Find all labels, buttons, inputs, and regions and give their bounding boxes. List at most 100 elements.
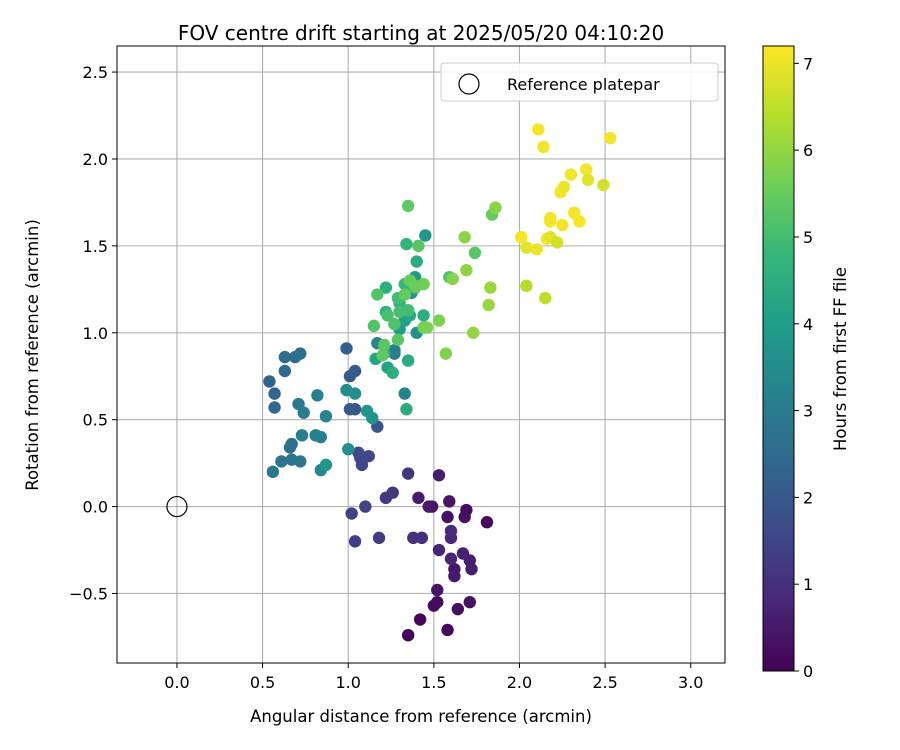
legend: Reference platepar <box>440 62 719 102</box>
colorbar: 0 1 2 3 4 5 6 7 Hours from first FF file <box>762 45 850 681</box>
data-point <box>432 314 446 327</box>
data-point <box>441 510 454 524</box>
data-point <box>407 531 420 545</box>
x-tick-label: 3.0 <box>678 673 703 692</box>
data-point <box>439 347 453 360</box>
data-point <box>343 403 357 416</box>
data-point <box>348 364 362 378</box>
data-point <box>451 602 465 616</box>
y-tick-label: −0.5 <box>69 584 108 603</box>
colorbar-ticks: 0 1 2 3 4 5 6 7 <box>794 54 813 681</box>
data-point <box>544 211 557 225</box>
y-tick-label: 2.0 <box>83 150 108 169</box>
data-point <box>482 298 495 312</box>
data-point <box>413 613 427 626</box>
legend-marker-icon <box>458 73 480 95</box>
data-point <box>377 338 391 352</box>
data-point <box>401 628 415 642</box>
data-point <box>604 131 617 145</box>
legend-box <box>440 62 719 102</box>
data-point <box>580 163 593 176</box>
data-point <box>401 467 415 480</box>
data-point <box>401 199 415 213</box>
data-point <box>372 531 386 545</box>
data-point <box>381 309 394 322</box>
data-point <box>412 491 425 505</box>
data-point <box>412 239 425 253</box>
data-point <box>460 503 473 517</box>
data-point <box>458 230 471 244</box>
data-point <box>398 387 411 400</box>
data-point <box>456 547 470 560</box>
data-point <box>564 168 578 181</box>
data-point <box>557 180 571 193</box>
data-point <box>400 403 413 416</box>
data-point <box>410 255 423 268</box>
colorbar-tick-label: 6 <box>803 141 813 160</box>
x-tick-label: 1.5 <box>421 673 446 692</box>
y-tick-label: 0.0 <box>83 498 108 517</box>
data-points <box>263 123 617 642</box>
data-point <box>266 465 280 479</box>
colorbar-tick-label: 0 <box>803 662 813 681</box>
data-point <box>268 401 281 414</box>
data-point <box>550 236 564 249</box>
grid <box>117 46 725 663</box>
data-point <box>401 354 415 367</box>
colorbar-label: Hours from first FF file <box>831 267 850 451</box>
x-axis-label: Angular distance from reference (arcmin) <box>250 707 592 726</box>
x-tick-label: 2.5 <box>592 673 617 692</box>
x-tick-label: 2.0 <box>507 673 532 692</box>
data-point <box>376 349 389 362</box>
data-point <box>460 264 473 277</box>
data-point <box>441 623 454 637</box>
chart-title: FOV centre drift starting at 2025/05/20 … <box>178 21 664 45</box>
data-point <box>463 595 477 609</box>
data-point <box>359 500 372 513</box>
colorbar-tick-label: 4 <box>803 315 813 334</box>
data-point <box>443 495 456 508</box>
data-point <box>342 443 355 456</box>
data-point <box>489 201 502 214</box>
data-point <box>371 288 384 301</box>
data-point <box>556 218 569 232</box>
data-point <box>538 291 552 305</box>
data-point <box>581 173 595 187</box>
data-point <box>379 491 393 505</box>
data-point <box>417 309 430 322</box>
data-point <box>431 583 444 597</box>
data-point <box>432 469 446 482</box>
data-point <box>365 411 379 425</box>
data-point <box>532 123 545 136</box>
x-ticks: 0.0 0.5 1.0 1.5 2.0 2.5 3.0 <box>164 663 703 692</box>
y-tick-label: 1.0 <box>83 324 108 343</box>
data-point <box>379 281 393 294</box>
data-point <box>444 524 458 538</box>
data-point <box>278 350 292 364</box>
data-point <box>480 516 494 529</box>
colorbar-tick-label: 7 <box>803 54 813 73</box>
reference-platepar-marker <box>166 495 188 518</box>
data-point <box>398 288 411 301</box>
data-point <box>285 437 298 451</box>
data-point <box>530 243 543 256</box>
data-point <box>467 326 480 339</box>
data-point <box>422 500 435 513</box>
data-point <box>294 347 307 360</box>
y-tick-label: 2.5 <box>83 63 108 82</box>
data-point <box>446 272 459 286</box>
colorbar-tick-label: 5 <box>803 228 813 247</box>
data-point <box>367 319 381 333</box>
data-point <box>537 140 550 154</box>
data-point <box>268 387 281 400</box>
x-tick-label: 0.5 <box>250 673 275 692</box>
data-point <box>391 333 405 346</box>
data-point <box>319 458 333 472</box>
colorbar-gradient <box>762 45 795 672</box>
data-point <box>431 595 444 609</box>
plot-frame <box>116 45 726 664</box>
data-point <box>420 321 434 334</box>
data-point <box>311 389 324 402</box>
data-point <box>388 343 401 357</box>
y-ticks: −0.5 0.0 0.5 1.0 1.5 2.0 2.5 <box>69 63 117 603</box>
